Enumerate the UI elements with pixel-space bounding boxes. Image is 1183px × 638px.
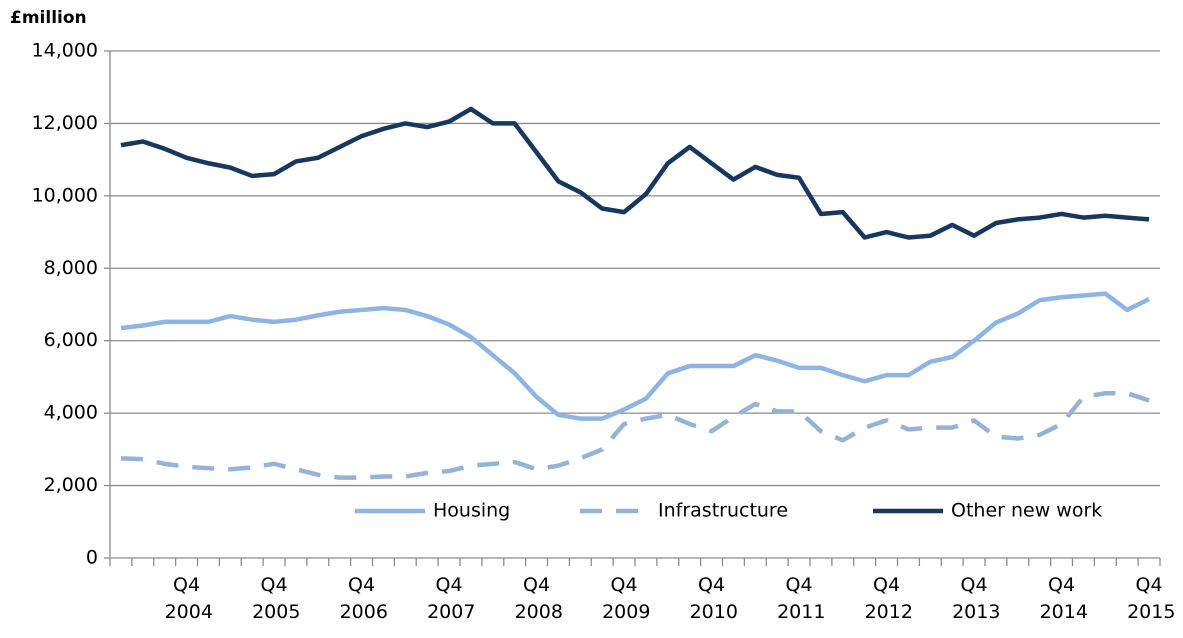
y-tick-label: 8,000 [44,257,98,279]
legend-label: Infrastructure [658,500,788,522]
y-tick-label: 6,000 [44,329,98,351]
x-tick-label: Q4 2015 [1127,574,1176,623]
x-tick-label: Q4 2012 [864,574,913,623]
x-tick-label: Q4 2013 [952,574,1001,623]
y-tick-label: 2,000 [44,474,98,496]
legend-label: Housing [433,500,510,522]
series-line [120,390,1150,480]
y-tick-label: 0 [86,547,98,569]
y-tick-label: 14,000 [32,40,98,62]
series-line [120,291,1151,421]
x-tick-label: Q4 2010 [689,574,738,623]
x-tick-label: Q4 2008 [514,574,563,623]
x-tick-label: Q4 2014 [1039,574,1088,623]
x-tick-label: Q4 2011 [777,574,826,623]
y-tick-label: 12,000 [32,112,98,134]
legend-label: Other new work [951,500,1102,522]
x-tick-label: Q4 2009 [602,574,651,623]
y-tick-label: 4,000 [44,402,98,424]
x-tick-label: Q4 2005 [252,574,301,623]
y-tick-label: 10,000 [32,184,98,206]
x-tick-label: Q4 2004 [164,574,213,623]
x-tick-label: Q4 2007 [427,574,476,623]
x-tick-label: Q4 2006 [339,574,388,623]
series-line [120,106,1150,240]
y-axis-label: £million [10,8,87,28]
